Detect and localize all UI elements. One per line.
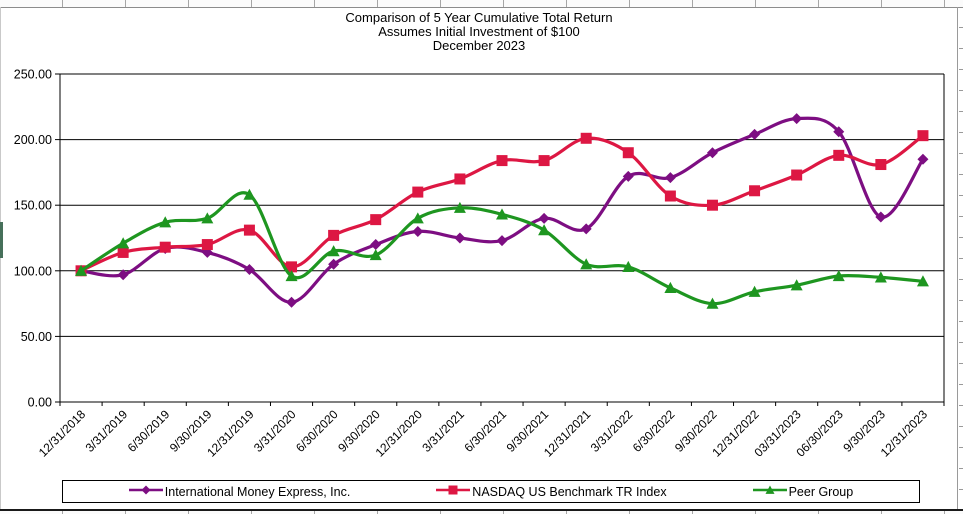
sheet-right-border [957,7,958,509]
chart-subtitle-date: December 2023 [432,38,526,53]
square-marker [664,190,676,202]
series-nasdaq [75,130,929,277]
square-marker [370,214,382,226]
x-axis-label: 3/31/2019 [83,407,131,455]
square-marker [833,149,845,161]
square-marker [496,155,508,167]
chart-title: Comparison of 5 Year Cumulative Total Re… [345,10,613,25]
triangle-marker [285,270,298,282]
series-peer-group [75,188,929,309]
square-marker [286,261,298,273]
triangle-marker [327,245,340,257]
triangle-marker [580,258,593,270]
y-axis-label: 200.00 [14,133,52,147]
diamond-marker [580,223,592,235]
diamond-marker [370,239,382,251]
triangle-marker [916,275,929,287]
diamond-marker [875,211,887,223]
legend-label: NASDAQ US Benchmark TR Index [472,484,667,499]
diamond-marker [622,170,634,182]
triangle-marker [117,237,130,249]
y-axis-label: 250.00 [14,68,52,82]
triangle-marker [369,249,382,261]
square-marker [749,185,761,197]
legend-entry: NASDAQ US Benchmark TR Index [436,484,667,499]
chart-legend: International Money Express, Inc. NASDAQ … [62,480,920,503]
diamond-marker [917,153,929,165]
legend-square-swatch [436,484,471,499]
triangle-marker [453,201,466,213]
legend-triangle-swatch [752,484,787,499]
triangle-marker [874,271,887,283]
triangle-marker [706,297,719,309]
triangle-marker [538,224,551,236]
legend-entry: Peer Group [752,484,854,499]
chart-subtitle-investment: Assumes Initial Investment of $100 [378,24,580,39]
y-axis-label: 150.00 [14,199,52,213]
triangle-marker [748,285,761,297]
diamond-marker [706,147,718,159]
triangle-marker [496,208,508,220]
square-marker [538,155,550,167]
square-marker [917,130,929,142]
y-axis-label: 0.00 [28,396,52,410]
legend-entry: International Money Express, Inc. [128,484,351,499]
diamond-marker [496,235,508,247]
square-marker [622,147,634,159]
diamond-marker [454,232,466,244]
triangle-marker [622,260,635,272]
diamond-marker [538,212,550,224]
diamond-marker [833,126,845,138]
diamond-marker [791,113,803,125]
square-marker [201,239,213,251]
x-axis-label: 3/31/2022 [588,407,636,455]
legend-label: International Money Express, Inc. [164,484,351,499]
square-marker [454,173,466,185]
square-marker [243,224,255,236]
sheet-left-border [0,7,1,509]
y-axis-label: 100.00 [14,264,52,278]
x-axis-label: 3/31/2021 [419,407,467,455]
triangle-marker [832,270,845,282]
triangle-marker [159,216,172,228]
chart-title-block: Comparison of 5 Year Cumulative Total Re… [1,11,957,53]
spreadsheet-row-strip-bottom [0,509,963,514]
diamond-marker [664,172,676,184]
square-marker [412,186,424,198]
triangle-marker [664,281,677,293]
square-marker [159,241,171,253]
diamond-marker [328,258,340,270]
square-marker [580,132,592,144]
x-axis-label: 6/30/2020 [293,407,341,455]
square-marker [706,199,718,211]
x-axis-label: 6/30/2019 [125,407,173,455]
square-marker [875,159,887,171]
diamond-marker [749,128,761,140]
triangle-marker [790,279,803,291]
spreadsheet-row-strip-top [0,0,963,8]
x-axis-label: 6/30/2021 [461,407,509,455]
y-axis-label: 50.00 [21,330,52,344]
diamond-marker [412,225,424,237]
triangle-marker [411,212,424,224]
x-axis-label: 6/30/2022 [630,407,678,455]
sheet-right-row-ticks [959,7,963,509]
diamond-marker [286,296,298,308]
chart-object[interactable]: Comparison of 5 Year Cumulative Total Re… [1,8,957,507]
square-marker [117,246,129,258]
diamond-marker [117,269,129,281]
square-marker [791,169,803,181]
x-axis-label: 12/31/2018 [36,407,89,460]
square-marker [328,229,340,241]
triangle-marker [75,264,88,276]
x-axis-label: 3/31/2020 [251,407,299,455]
diamond-marker [243,263,255,275]
legend-label: Peer Group [788,484,854,499]
triangle-marker [243,188,256,200]
left-edge-green-mark [0,222,3,258]
triangle-marker [201,212,214,224]
legend-diamond-swatch [128,484,163,499]
